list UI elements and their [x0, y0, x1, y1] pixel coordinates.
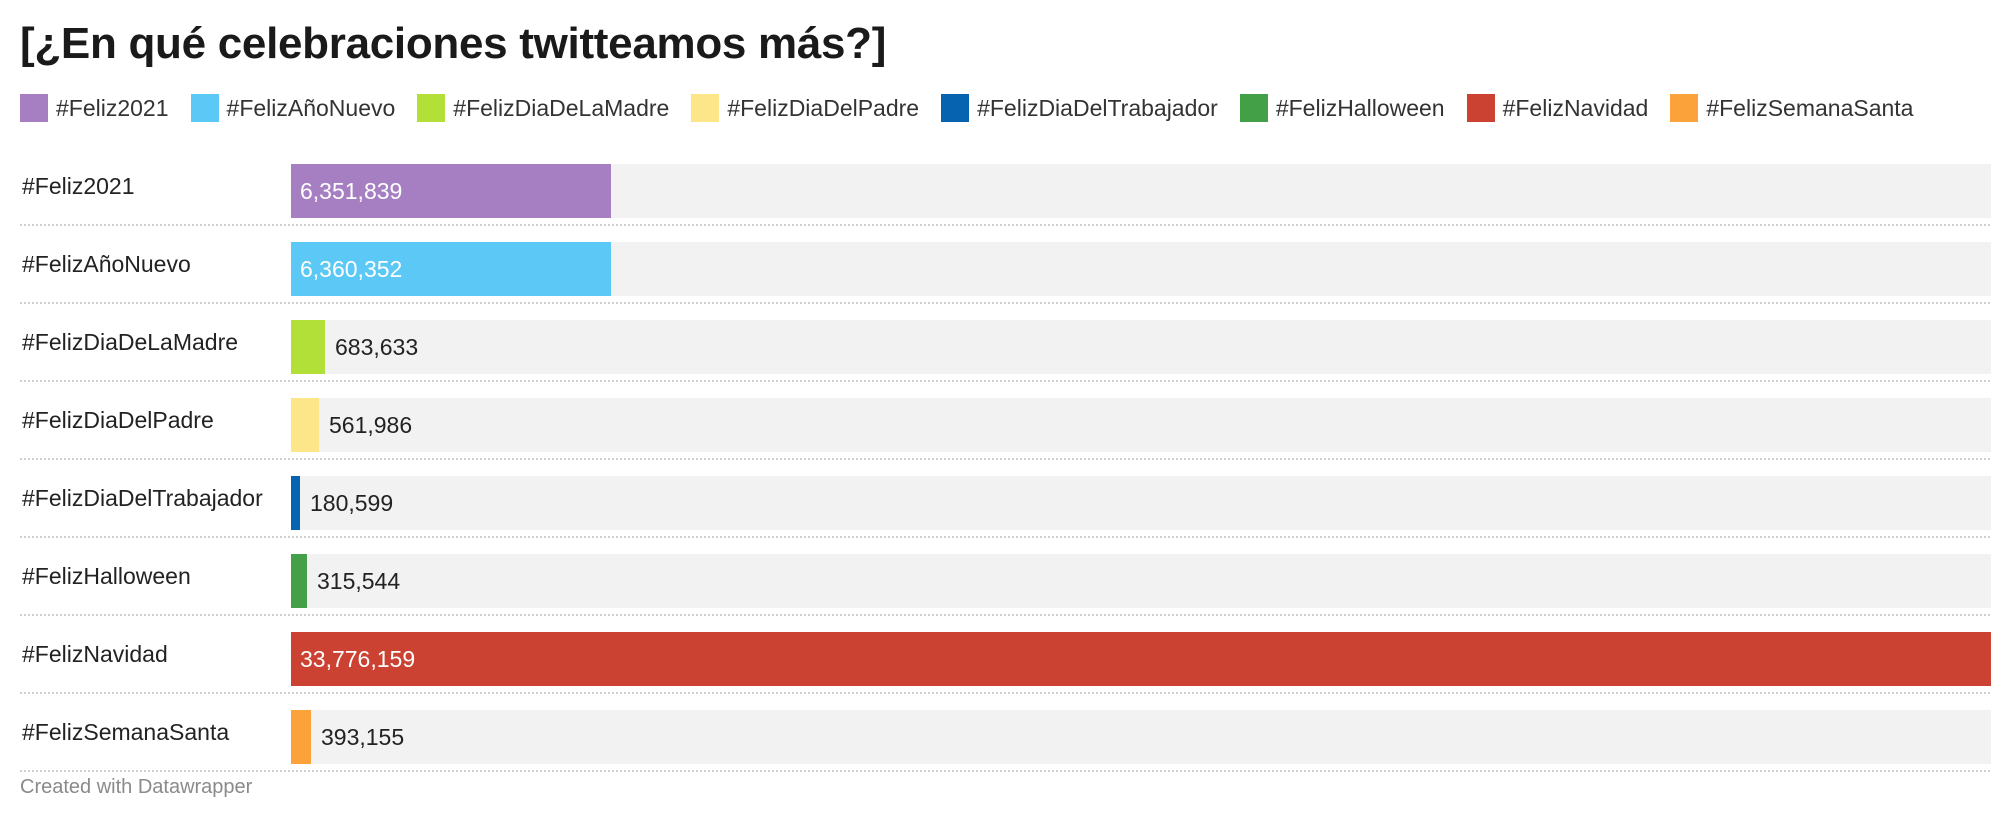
bar-row: #FelizDiaDelPadre 561,986 [20, 382, 1991, 460]
legend-label: #FelizNavidad [1502, 94, 1649, 121]
bar [291, 476, 300, 530]
legend-item: #FelizDiaDelPadre [691, 94, 919, 122]
legend-swatch [691, 94, 720, 122]
bar-track: 393,155 [291, 710, 1991, 764]
legend-label: #FelizDiaDeLaMadre [453, 94, 670, 121]
bar [291, 398, 319, 452]
legend-item: #FelizSemanaSanta [1670, 94, 1913, 122]
category-label: #FelizDiaDeLaMadre [22, 329, 239, 355]
bar-row: #FelizAñoNuevo 6,360,352 [20, 226, 1991, 304]
category-label: #FelizNavidad [22, 641, 168, 667]
bar-track: 6,360,352 [291, 242, 1991, 296]
chart-title: [¿En qué celebraciones twitteamos más?] [20, 19, 887, 68]
bar-row: #Feliz2021 6,351,839 [20, 148, 1991, 226]
category-label: #FelizDiaDelPadre [22, 407, 214, 433]
value-label: 683,633 [335, 334, 419, 360]
legend-swatch [1239, 94, 1268, 122]
legend-item: #FelizDiaDelTrabajador [941, 94, 1218, 122]
legend-swatch [941, 94, 970, 122]
bar-track: 561,986 [291, 398, 1991, 452]
value-label: 180,599 [310, 490, 394, 516]
value-label: 6,351,839 [300, 178, 403, 204]
bar [291, 164, 611, 218]
bar-row: #FelizNavidad 33,776,159 [20, 616, 1991, 694]
value-label: 315,544 [317, 568, 401, 594]
value-label: 393,155 [321, 724, 405, 750]
bar-track: 6,351,839 [291, 164, 1991, 218]
chart-legend: #Feliz2021 #FelizAñoNuevo #FelizDiaDeLaMad… [20, 90, 1990, 126]
value-label: 561,986 [329, 412, 413, 438]
bar-rows: #Feliz2021 6,351,839 #FelizAñoNuevo 6,360,3… [20, 148, 1991, 772]
bar [291, 632, 1991, 686]
bar-track: 180,599 [291, 476, 1991, 530]
legend-swatch [417, 94, 446, 122]
bar [291, 710, 311, 764]
legend-item: #FelizAñoNuevo [190, 94, 396, 122]
bar-row: #FelizDiaDeLaMadre 683,633 [20, 304, 1991, 382]
bar-track: 33,776,159 [291, 632, 1991, 686]
legend-item: #FelizHalloween [1239, 94, 1445, 122]
footer-credit: Created with Datawrapper [20, 776, 253, 798]
value-label: 33,776,159 [300, 646, 416, 672]
legend-swatch [1466, 94, 1495, 122]
category-label: #Feliz2021 [22, 173, 135, 199]
bar [291, 242, 611, 296]
legend-label: #FelizDiaDelPadre [727, 94, 920, 121]
legend-label: #Feliz2021 [56, 94, 169, 121]
legend-swatch [1670, 94, 1699, 122]
bar-row: #FelizSemanaSanta 393,155 [20, 694, 1991, 772]
bar [291, 320, 325, 374]
category-label: #FelizAñoNuevo [22, 251, 191, 277]
bar-row: #FelizHalloween 315,544 [20, 538, 1991, 616]
category-label: #FelizDiaDelTrabajador [22, 485, 263, 511]
legend-item: #FelizNavidad [1466, 94, 1649, 122]
legend-label: #FelizHalloween [1275, 94, 1445, 121]
bar-row: #FelizDiaDelTrabajador 180,599 [20, 460, 1991, 538]
legend-swatch [20, 94, 48, 122]
legend-item: #Feliz2021 [20, 94, 169, 122]
legend-label: #FelizSemanaSanta [1706, 94, 1914, 121]
bar [291, 554, 307, 608]
legend-swatch [190, 94, 219, 122]
chart-container: [¿En qué celebraciones twitteamos más?] … [20, 16, 1991, 772]
category-label: #FelizSemanaSanta [22, 719, 230, 745]
legend-label: #FelizAñoNuevo [226, 94, 396, 121]
bar-track: 315,544 [291, 554, 1991, 608]
value-label: 6,360,352 [300, 256, 403, 282]
legend-item: #FelizDiaDeLaMadre [417, 94, 669, 122]
bar-track: 683,633 [291, 320, 1991, 374]
category-label: #FelizHalloween [22, 563, 191, 589]
legend-label: #FelizDiaDelTrabajador [977, 94, 1218, 121]
